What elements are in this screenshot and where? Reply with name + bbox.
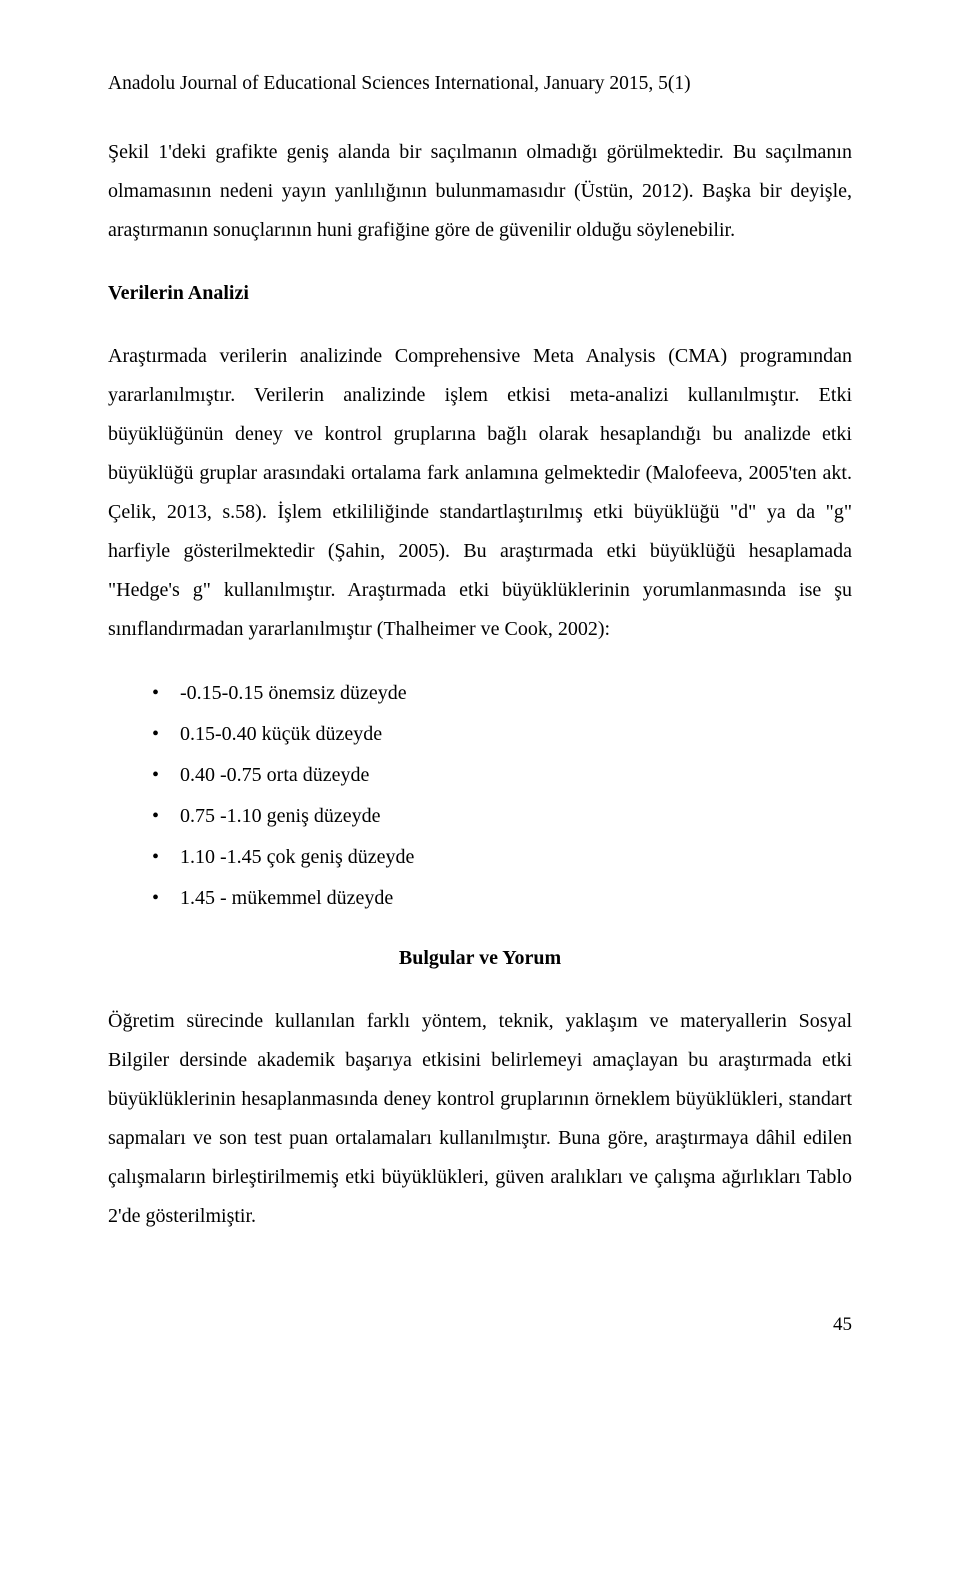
journal-header: Anadolu Journal of Educational Sciences …	[108, 70, 852, 97]
list-item: 0.40 -0.75 orta düzeyde	[152, 755, 852, 796]
paragraph-findings: Öğretim sürecinde kullanılan farklı yönt…	[108, 1002, 852, 1236]
list-item: 1.10 -1.45 çok geniş düzeyde	[152, 837, 852, 878]
paragraph-intro: Şekil 1'deki grafikte geniş alanda bir s…	[108, 133, 852, 250]
list-item: -0.15-0.15 önemsiz düzeyde	[152, 673, 852, 714]
effect-size-list: -0.15-0.15 önemsiz düzeyde 0.15-0.40 küç…	[108, 673, 852, 919]
paragraph-analysis: Araştırmada verilerin analizinde Compreh…	[108, 337, 852, 649]
section-heading-verilerin: Verilerin Analizi	[108, 274, 852, 313]
page-number: 45	[108, 1306, 852, 1343]
list-item: 1.45 - mükemmel düzeyde	[152, 878, 852, 919]
list-item: 0.15-0.40 küçük düzeyde	[152, 714, 852, 755]
section-heading-bulgular: Bulgular ve Yorum	[108, 939, 852, 978]
list-item: 0.75 -1.10 geniş düzeyde	[152, 796, 852, 837]
